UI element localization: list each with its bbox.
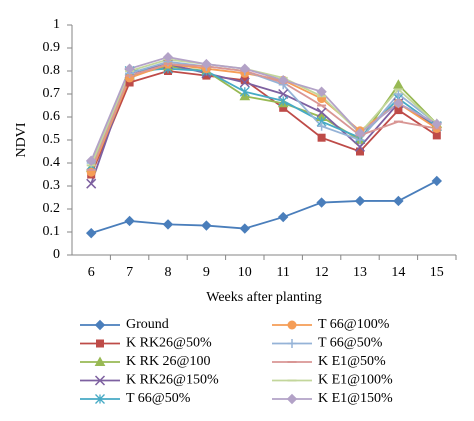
marker: [394, 106, 403, 115]
series-line: [90, 56, 438, 162]
marker: [431, 175, 443, 187]
x-axis-title: Weeks after planting: [206, 290, 322, 305]
legend-marker: [96, 339, 104, 348]
marker: [125, 78, 134, 87]
series-line: [90, 70, 438, 175]
y-tick-label: 0.9: [43, 40, 61, 55]
marker: [162, 219, 174, 230]
marker: [393, 97, 404, 109]
legend-label: K E1@50%: [318, 354, 386, 369]
marker: [85, 227, 97, 239]
legend-label: T 66@50%: [126, 391, 191, 406]
marker: [239, 77, 250, 88]
legend-label: T 66@50%: [318, 336, 383, 351]
series-line: [90, 60, 438, 164]
marker: [354, 127, 366, 139]
series-line: [90, 63, 437, 171]
marker: [393, 89, 403, 99]
marker: [279, 103, 288, 112]
y-tick-label: 0.1: [43, 224, 61, 239]
y-tick-label: 0.8: [43, 63, 61, 78]
marker: [277, 211, 289, 223]
legend-label: T 66@100%: [318, 317, 390, 332]
legend-label: K E1@150%: [318, 391, 393, 406]
legend-marker: [94, 356, 106, 366]
x-tick-label: 12: [315, 265, 329, 280]
marker: [277, 74, 289, 86]
marker: [278, 95, 289, 106]
marker: [393, 79, 404, 89]
legend-marker: [94, 375, 106, 386]
marker: [317, 133, 326, 142]
marker: [239, 63, 251, 74]
y-tick-label: 0.6: [43, 109, 61, 124]
x-tick-label: 7: [126, 265, 133, 280]
x-tick-label: 14: [391, 265, 405, 280]
marker: [316, 197, 327, 208]
marker: [124, 63, 135, 74]
legend-label: Ground: [126, 317, 169, 332]
y-tick-label: 0: [53, 247, 60, 262]
legend-marker: [287, 320, 297, 330]
x-tick-label: 15: [430, 265, 444, 280]
y-tick-label: 0.7: [43, 86, 61, 101]
legend-marker: [287, 339, 297, 348]
x-tick-label: 13: [353, 265, 367, 280]
marker: [356, 147, 364, 156]
y-tick-label: 0.3: [43, 178, 61, 193]
y-tick-label: 0.4: [43, 155, 61, 170]
legend-label: K RK26@150%: [126, 373, 219, 388]
marker: [239, 86, 250, 97]
marker: [316, 86, 327, 97]
marker: [86, 178, 97, 189]
marker: [393, 195, 404, 207]
x-tick-label: 11: [276, 265, 289, 280]
series-line: [90, 180, 438, 235]
y-axis-title: NDVI: [14, 122, 29, 157]
marker: [162, 51, 174, 63]
legend-marker: [94, 319, 106, 331]
legend-marker: [95, 394, 105, 404]
marker: [201, 220, 212, 231]
series-line: [90, 65, 438, 168]
marker: [124, 215, 135, 227]
series-line: [90, 67, 438, 166]
marker: [85, 155, 97, 166]
legend-label: K RK26@50%: [126, 336, 212, 351]
marker: [240, 76, 249, 85]
marker: [354, 141, 366, 152]
marker: [316, 107, 327, 118]
marker: [317, 121, 327, 131]
marker: [432, 131, 441, 140]
x-tick-label: 6: [88, 265, 95, 280]
series-line: [90, 58, 438, 166]
marker: [431, 118, 443, 130]
x-tick-label: 8: [165, 265, 172, 280]
y-tick-label: 0.5: [43, 132, 61, 147]
x-tick-label: 9: [203, 265, 210, 280]
legend-label: K RK 26@100: [126, 354, 210, 369]
marker: [201, 58, 212, 70]
y-tick-label: 0.2: [43, 201, 61, 216]
marker: [354, 195, 366, 207]
legend-marker: [286, 393, 298, 405]
marker: [202, 71, 211, 80]
x-tick-label: 10: [238, 265, 252, 280]
series-line: [90, 63, 438, 184]
marker: [239, 223, 251, 234]
y-tick-label: 1: [53, 17, 60, 32]
legend-label: K E1@100%: [318, 373, 393, 388]
